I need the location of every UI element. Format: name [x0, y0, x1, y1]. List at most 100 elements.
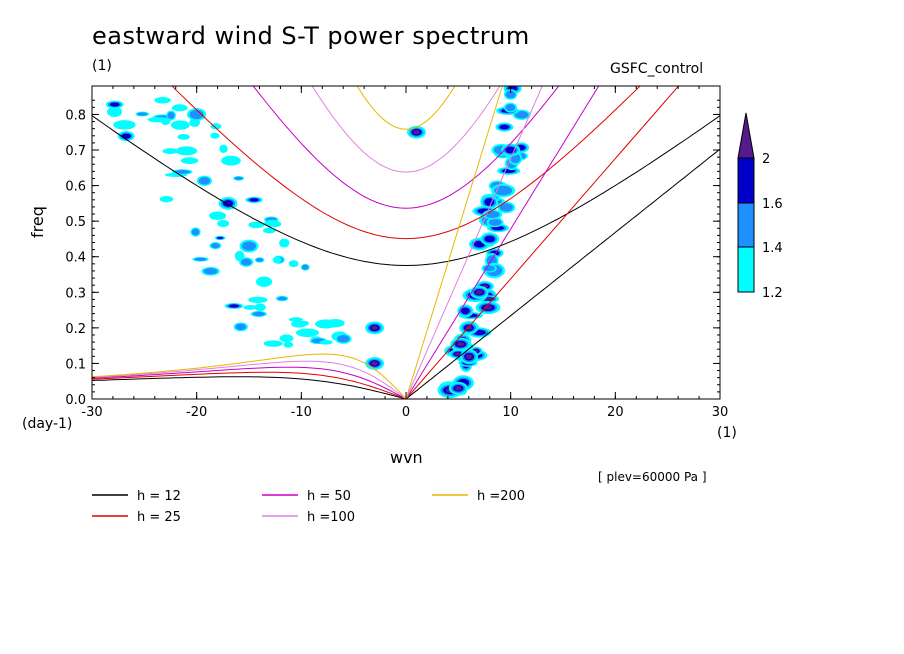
contour-level-2	[514, 111, 529, 119]
colorbar-label: 1.6	[762, 197, 783, 212]
rossby-curve	[92, 376, 407, 399]
x-axis-label: wvn	[390, 448, 423, 467]
contour-level-1	[170, 120, 190, 130]
x-tick-label: -10	[291, 405, 312, 420]
y-tick-label: 0.5	[65, 215, 86, 230]
y-tick-label: 0.0	[65, 393, 86, 408]
rossby-curve	[92, 360, 407, 399]
contour-level-1	[248, 221, 265, 229]
contour-level-4	[456, 341, 465, 347]
contour-level-2	[198, 177, 211, 185]
contour-level-1	[147, 116, 169, 123]
colorbar-label: 1.2	[762, 286, 783, 301]
colorbar-triangle	[737, 112, 755, 159]
contour-level-1	[177, 134, 190, 140]
kelvin-curve	[405, 86, 503, 399]
contour-level-1	[283, 341, 294, 348]
colorbar-band	[737, 202, 755, 248]
contour-level-1	[243, 305, 258, 310]
contour-level-2	[241, 241, 257, 251]
rossby-curve	[92, 366, 407, 399]
x-tick-label: 20	[607, 405, 624, 420]
contour-level-1	[263, 227, 276, 234]
contour-level-2	[174, 170, 191, 174]
contour-level-3	[109, 102, 120, 107]
contour-level-2	[191, 228, 200, 236]
contour-level-3	[249, 198, 259, 202]
contour-level-1	[180, 157, 199, 164]
contour-level-3	[217, 236, 224, 240]
kelvin-curve	[405, 86, 600, 399]
y-tick-label: 0.2	[65, 322, 86, 337]
x-tick-label: 0	[402, 405, 410, 420]
contour-level-3	[499, 124, 510, 130]
contour-level-1	[255, 276, 273, 287]
contour-level-3	[222, 200, 234, 207]
contour-level-2	[137, 112, 148, 116]
contour-level-1	[175, 146, 198, 156]
contour-level-1	[254, 303, 266, 312]
contour-level-1	[295, 328, 319, 338]
contour-level-2	[505, 103, 516, 112]
y-tick-label: 0.4	[65, 251, 86, 266]
legend-label: h = 50	[307, 489, 351, 504]
contour-level-1	[159, 196, 174, 203]
contour-level-4	[484, 297, 493, 301]
x-tick-label: -20	[186, 405, 207, 420]
x-units-left-label: (day-1)	[22, 416, 73, 432]
inertia-gravity-curve	[356, 86, 456, 130]
contour-level-2	[235, 323, 247, 331]
inertia-gravity-curve	[311, 86, 501, 173]
y-units-label: (1)	[92, 58, 112, 74]
contour-level-1	[288, 317, 303, 322]
contour-level-2	[252, 311, 265, 317]
x-tick-label: -30	[81, 405, 102, 420]
colorbar: 1.2 1.4 1.6 2	[737, 112, 783, 301]
legend-label: h = 25	[137, 510, 181, 525]
contour-level-3	[484, 198, 495, 207]
y-tick-label: 0.8	[65, 108, 86, 123]
colorbar-label: 1.4	[762, 241, 783, 256]
contour-level-2	[167, 111, 175, 120]
inertia-gravity-curve	[171, 86, 641, 240]
contour-level-1	[279, 334, 294, 343]
y-tick-label: 0.7	[65, 144, 86, 159]
contour-level-2	[255, 258, 264, 262]
y-tick-label: 0.6	[65, 180, 86, 195]
contour-level-2	[337, 335, 350, 343]
plev-annotation: [ plev=60000 Pa ]	[598, 470, 707, 484]
contour-level-1	[248, 296, 268, 303]
contour-level-2	[488, 218, 502, 226]
contour-level-3	[460, 307, 470, 315]
contour-level-2	[194, 257, 207, 261]
contour-level-4	[454, 352, 462, 356]
chart-subtitle: GSFC_control	[610, 61, 704, 77]
kelvin-curve	[405, 86, 543, 399]
y-tick-label: 0.1	[65, 357, 86, 372]
contour-level-1	[113, 120, 136, 130]
contour-level-1	[264, 219, 280, 227]
contour-level-1	[107, 106, 123, 118]
rossby-curve	[92, 353, 407, 399]
contour-level-4	[371, 325, 378, 331]
contour-level-2	[240, 258, 252, 266]
contour-level-4	[413, 130, 420, 135]
contour-level-1	[209, 211, 227, 220]
chart-title: eastward wind S-T power spectrum	[92, 22, 530, 50]
contour-level-1	[162, 148, 179, 155]
contour-level-4	[371, 361, 378, 366]
colorbar-band	[737, 246, 755, 293]
axes: -30 -20 -10 0 10 20 30 0.0 0.1 0.2 0.3 0.4 0.5 0.6 0.7…	[65, 86, 728, 420]
contour-level-1	[272, 256, 282, 264]
kelvin-curve	[405, 86, 680, 399]
contour-level-1	[171, 104, 188, 112]
contour-level-1	[210, 132, 220, 139]
legend: h = 12 h = 25 h = 50 h =100 h =200	[92, 489, 525, 525]
contour-level-2	[494, 185, 513, 196]
contour-level-1	[288, 260, 299, 268]
contour-level-3	[228, 304, 240, 308]
colorbar-band	[737, 157, 755, 204]
contour-level-2	[505, 90, 516, 99]
colorbar-label: 2	[762, 152, 770, 167]
